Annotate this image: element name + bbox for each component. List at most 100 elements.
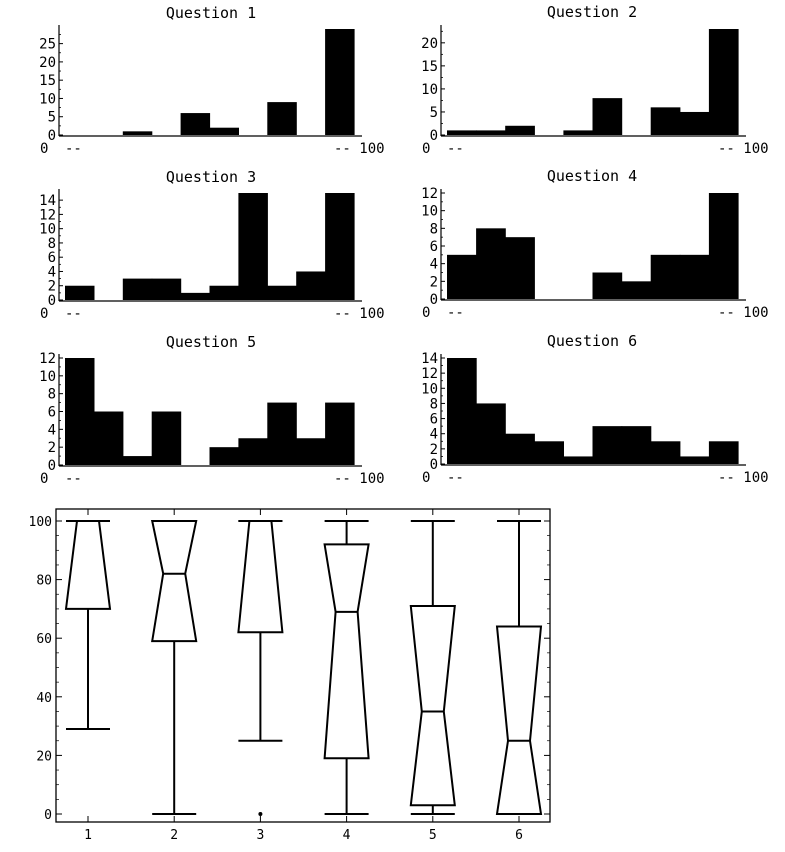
histogram-bar [209, 285, 239, 300]
plot-frame [55, 508, 551, 823]
y-tick-label: 10 [421, 82, 438, 98]
x-tick-label: 2 [170, 828, 178, 843]
histogram-bar [679, 254, 710, 299]
y-tick-label: 25 [39, 37, 56, 53]
y-tick-label: 0 [48, 128, 56, 144]
histogram-bar [476, 130, 506, 135]
y-tick-label: 2 [48, 279, 56, 295]
y-tick-label: 14 [39, 193, 56, 209]
histogram-question-2: Question 2 0 5 10 15 20 0 -- -- 100 [421, 3, 768, 157]
histogram-bar [267, 285, 297, 300]
histogram-bar [708, 193, 739, 299]
x-axis-label-zero: 0 [40, 471, 48, 487]
y-tick-label: 5 [430, 105, 438, 121]
y-tick-label: 12 [39, 207, 56, 223]
histogram-bar [708, 441, 739, 464]
x-axis-label-zero: 0 [40, 141, 48, 157]
histogram-bar [592, 98, 623, 135]
x-tick-label: 3 [256, 828, 264, 843]
y-tick-label: 0 [430, 128, 438, 144]
y-tick-label: 15 [39, 73, 56, 89]
x-axis-label-high: -- 100 [334, 471, 385, 487]
y-tick-label: 2 [430, 442, 438, 458]
y-tick-label: 10 [421, 381, 438, 397]
x-axis-label-high: -- 100 [334, 141, 385, 157]
x-axis-label-high: -- 100 [718, 470, 769, 486]
histogram-bar [563, 130, 594, 135]
y-tick-label: 8 [48, 236, 56, 252]
y-tick-label: 12 [39, 351, 56, 367]
x-axis-label-high: -- 100 [334, 306, 385, 322]
histogram-bar [65, 358, 95, 465]
y-tick-label: 15 [421, 59, 438, 75]
histogram-bar [209, 447, 239, 465]
histogram-bar [209, 127, 239, 135]
histogram-bar [563, 456, 594, 464]
y-tick-label: 6 [430, 239, 438, 255]
y-tick-label: 12 [421, 186, 438, 202]
histogram-bar [447, 358, 477, 464]
x-tick-label: 4 [343, 828, 351, 843]
box-question-1: 1 [64, 509, 112, 843]
y-tick-label: 40 [36, 691, 52, 706]
chart-title: Question 1 [166, 4, 256, 22]
histogram-bar [621, 426, 652, 464]
x-axis-label-zero: 0 [422, 141, 430, 157]
x-axis-label-low: -- [447, 305, 464, 321]
y-tick-label: 12 [421, 366, 438, 382]
x-axis-label-high: -- 100 [718, 305, 769, 321]
histogram-bar [325, 402, 355, 465]
x-tick-label: 6 [515, 828, 523, 843]
y-tick-label: 10 [39, 222, 56, 238]
histogram-bar [679, 111, 710, 135]
x-tick-label: 5 [429, 828, 437, 843]
histogram-bar [592, 426, 623, 464]
histogram-bar [122, 131, 153, 135]
histogram-bar [296, 438, 326, 465]
y-tick-label: 10 [39, 91, 56, 107]
y-tick-label: 0 [44, 808, 52, 823]
histogram-bar [180, 292, 211, 300]
histogram-bar [534, 441, 564, 464]
y-tick-label: 8 [48, 387, 56, 403]
box-question-3: 3 [237, 509, 284, 843]
histogram-bar [650, 441, 681, 464]
y-tick-label: 20 [39, 55, 56, 71]
histogram-bar [650, 254, 681, 299]
y-tick-label: 10 [421, 204, 438, 220]
outlier-point [258, 812, 263, 816]
histogram-bar [325, 29, 355, 135]
box-question-2: 2 [150, 509, 198, 843]
histogram-bar [296, 271, 326, 300]
y-tick-label: 4 [430, 257, 438, 273]
histogram-bar [180, 113, 211, 135]
chart-title: Question 3 [166, 168, 256, 186]
histogram-bar [592, 272, 623, 299]
histogram-bar [325, 193, 355, 300]
histogram-bar [151, 411, 182, 465]
x-tick-label: 1 [84, 828, 92, 843]
x-axis-label-zero: 0 [422, 305, 430, 321]
histogram-bar [679, 456, 710, 464]
y-tick-label: 0 [48, 458, 56, 474]
box-question-5: 5 [409, 509, 456, 843]
histogram-bar [122, 456, 153, 465]
histogram-bar [621, 281, 652, 299]
histogram-bar [447, 254, 477, 299]
x-axis-label-low: -- [65, 306, 82, 322]
y-tick-label: 20 [36, 749, 52, 764]
histogram-bar [93, 411, 124, 465]
notched-box [150, 520, 198, 643]
histogram-bar [476, 228, 506, 299]
y-tick-label: 8 [430, 396, 438, 412]
y-tick-label: 14 [421, 351, 438, 367]
box-question-4: 4 [323, 509, 370, 843]
histogram-bar [65, 285, 95, 300]
histogram-bar [476, 403, 506, 464]
boxplot-chart: 0 20 40 60 80 100 1 2 3 4 5 6 [29, 508, 551, 843]
